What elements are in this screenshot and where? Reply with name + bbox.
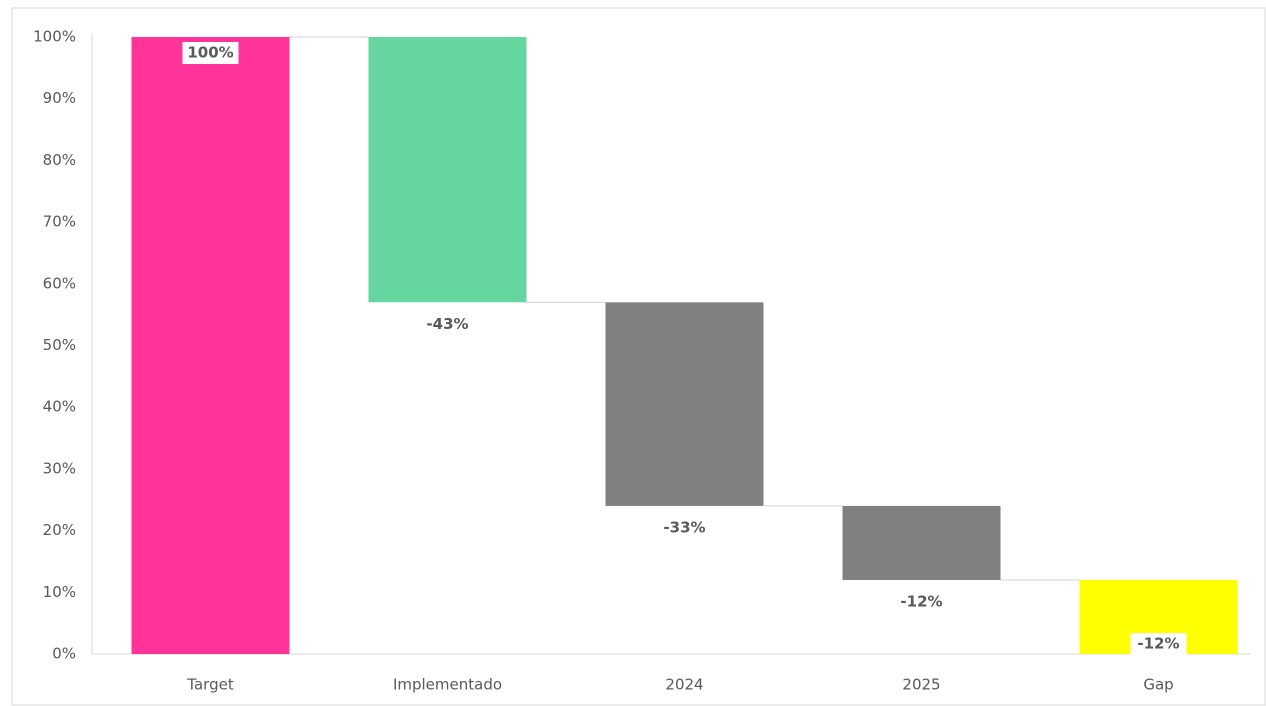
- y-tick-label: 90%: [43, 89, 76, 107]
- value-label: -12%: [900, 592, 942, 610]
- y-tick-label: 70%: [43, 213, 76, 231]
- bar: [842, 505, 1001, 580]
- value-label-bg: [656, 516, 713, 539]
- value-label-bg: [893, 590, 950, 613]
- y-tick-label: 50%: [43, 336, 76, 354]
- value-label: -33%: [663, 518, 705, 536]
- x-tick-label: Target: [186, 676, 234, 694]
- bar: [131, 37, 290, 654]
- value-label: 100%: [187, 44, 233, 62]
- y-tick-label: 100%: [33, 28, 76, 46]
- value-label-bg: [419, 313, 476, 336]
- bar: [605, 302, 764, 506]
- value-label: -43%: [426, 315, 468, 333]
- x-tick-label: Gap: [1143, 676, 1173, 694]
- y-tick-label: 30%: [43, 459, 76, 477]
- chart-frame: [11, 7, 1266, 706]
- y-tick-label: 80%: [43, 151, 76, 169]
- value-label: -12%: [1137, 635, 1179, 653]
- y-tick-label: 60%: [43, 274, 76, 292]
- y-tick-label: 10%: [43, 583, 76, 601]
- bar: [368, 37, 527, 303]
- y-tick-label: 0%: [52, 645, 76, 663]
- value-label-bg: [182, 42, 239, 64]
- y-tick-label: 20%: [43, 521, 76, 539]
- y-tick-label: 40%: [43, 398, 76, 416]
- value-label-bg: [1130, 633, 1187, 655]
- x-tick-label: Implementado: [393, 676, 502, 694]
- x-tick-label: 2025: [902, 676, 940, 694]
- x-tick-label: 2024: [665, 676, 703, 694]
